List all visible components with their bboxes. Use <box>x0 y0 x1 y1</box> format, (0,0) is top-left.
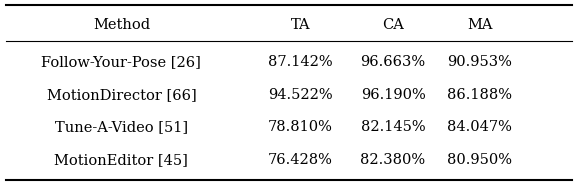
Text: Tune-A-Video [51]: Tune-A-Video [51] <box>55 120 188 134</box>
Text: TA: TA <box>291 18 310 31</box>
Text: MotionDirector [66]: MotionDirector [66] <box>46 88 197 102</box>
Text: 84.047%: 84.047% <box>447 120 512 134</box>
Text: 96.190%: 96.190% <box>361 88 425 102</box>
Text: Follow-Your-Pose [26]: Follow-Your-Pose [26] <box>42 55 201 69</box>
Text: 90.953%: 90.953% <box>447 55 512 69</box>
Text: 82.145%: 82.145% <box>361 120 425 134</box>
Text: 94.522%: 94.522% <box>268 88 333 102</box>
Text: 87.142%: 87.142% <box>268 55 333 69</box>
Text: MotionEditor [45]: MotionEditor [45] <box>54 153 188 167</box>
Text: CA: CA <box>382 18 404 31</box>
Text: Method: Method <box>93 18 150 31</box>
Text: 80.950%: 80.950% <box>447 153 512 167</box>
Text: 96.663%: 96.663% <box>361 55 425 69</box>
Text: 86.188%: 86.188% <box>447 88 512 102</box>
Text: 78.810%: 78.810% <box>268 120 333 134</box>
Text: 82.380%: 82.380% <box>361 153 425 167</box>
Text: MA: MA <box>467 18 492 31</box>
Text: 76.428%: 76.428% <box>268 153 333 167</box>
